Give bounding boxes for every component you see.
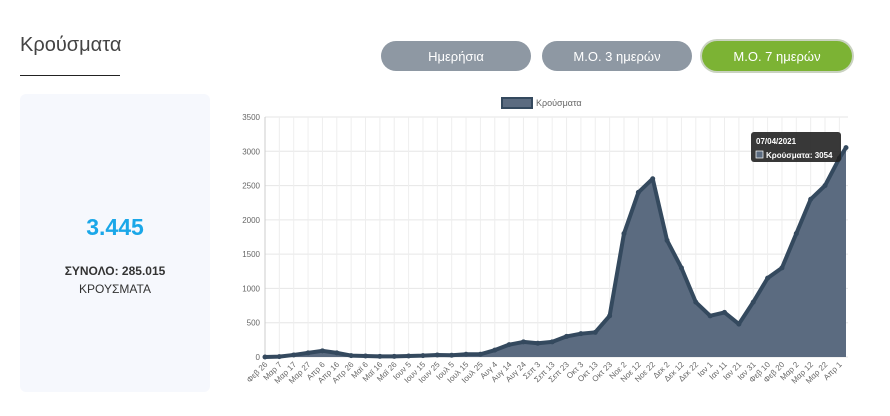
data-point[interactable] bbox=[822, 183, 828, 189]
y-tick-label: 3500 bbox=[242, 113, 260, 122]
summary-label: ΚΡΟΥΣΜΑΤΑ bbox=[79, 282, 151, 296]
page-title: Κρούσματα bbox=[20, 34, 122, 56]
title-underline bbox=[20, 75, 120, 76]
summary-total: ΣΥΝΟΛΟ: 285.015 bbox=[64, 264, 166, 278]
data-point[interactable] bbox=[276, 354, 282, 360]
data-point[interactable] bbox=[262, 354, 268, 360]
data-point[interactable] bbox=[693, 299, 699, 305]
data-point[interactable] bbox=[607, 313, 613, 319]
data-point[interactable] bbox=[535, 340, 541, 346]
data-point[interactable] bbox=[722, 309, 728, 315]
tooltip-text: Κρούσματα: 3054 bbox=[766, 151, 833, 160]
data-point[interactable] bbox=[377, 353, 383, 359]
daily-button[interactable]: Ημερήσια bbox=[381, 41, 531, 71]
data-point[interactable] bbox=[391, 353, 397, 359]
data-point[interactable] bbox=[492, 347, 498, 353]
y-tick-label: 1000 bbox=[242, 284, 260, 293]
y-tick-label: 2500 bbox=[242, 182, 260, 191]
y-tick-label: 1500 bbox=[242, 250, 260, 259]
data-point[interactable] bbox=[678, 265, 684, 271]
tooltip-title: 07/04/2021 bbox=[756, 137, 797, 146]
data-point[interactable] bbox=[793, 231, 799, 237]
data-point[interactable] bbox=[779, 265, 785, 271]
data-point[interactable] bbox=[477, 351, 483, 357]
data-point[interactable] bbox=[506, 342, 512, 348]
data-point[interactable] bbox=[449, 352, 455, 358]
data-point[interactable] bbox=[348, 353, 354, 359]
avg3-button[interactable]: Μ.Ο. 3 ημερών bbox=[542, 41, 692, 71]
series-area bbox=[265, 147, 846, 357]
data-point[interactable] bbox=[363, 353, 369, 359]
data-point[interactable] bbox=[434, 352, 440, 358]
avg7-button[interactable]: Μ.Ο. 7 ημερών bbox=[702, 41, 852, 71]
y-tick-label: 3000 bbox=[242, 147, 260, 156]
data-point[interactable] bbox=[291, 352, 297, 358]
summary-value: 3.445 bbox=[86, 214, 144, 240]
data-point[interactable] bbox=[334, 350, 340, 356]
data-point[interactable] bbox=[463, 351, 469, 357]
data-point[interactable] bbox=[750, 299, 756, 305]
y-tick-label: 500 bbox=[247, 319, 261, 328]
summary-panel: 3.445 ΣΥΝΟΛΟ: 285.015 ΚΡΟΥΣΜΑΤΑ bbox=[20, 94, 210, 392]
y-tick-label: 2000 bbox=[242, 216, 260, 225]
data-point[interactable] bbox=[578, 331, 584, 337]
data-point[interactable] bbox=[319, 348, 325, 354]
data-point[interactable] bbox=[650, 176, 656, 182]
data-point[interactable] bbox=[549, 339, 555, 345]
data-point[interactable] bbox=[635, 189, 641, 195]
data-point[interactable] bbox=[621, 231, 627, 237]
data-point[interactable] bbox=[520, 339, 526, 345]
data-point[interactable] bbox=[808, 196, 814, 202]
data-point[interactable] bbox=[664, 237, 670, 243]
data-point[interactable] bbox=[420, 353, 426, 359]
data-point[interactable] bbox=[843, 145, 849, 151]
data-point[interactable] bbox=[406, 353, 412, 359]
data-point[interactable] bbox=[592, 329, 598, 335]
legend-label[interactable]: Κρούσματα bbox=[536, 98, 582, 108]
tooltip: 07/04/2021 Κρούσματα: 3054 bbox=[751, 132, 841, 162]
data-point[interactable] bbox=[305, 350, 311, 356]
data-point[interactable] bbox=[765, 275, 771, 281]
y-tick-label: 0 bbox=[256, 353, 261, 362]
data-point[interactable] bbox=[736, 321, 742, 327]
data-point[interactable] bbox=[707, 313, 713, 319]
legend-swatch bbox=[501, 97, 533, 109]
data-point[interactable] bbox=[564, 333, 570, 339]
